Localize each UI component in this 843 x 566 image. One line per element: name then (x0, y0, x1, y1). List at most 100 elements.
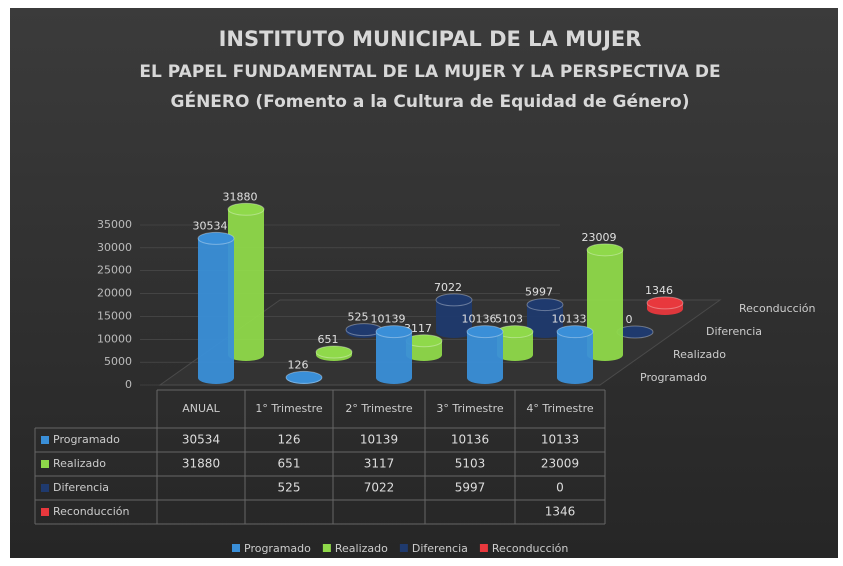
table-legend-key (41, 508, 49, 516)
y-tick-label: 30000 (97, 241, 132, 254)
data-label: 5103 (495, 313, 523, 326)
chart-title: INSTITUTO MUNICIPAL DE LA MUJER (219, 27, 642, 51)
data-label: 10139 (371, 313, 406, 326)
data-label: 126 (288, 358, 309, 371)
y-tick-label: 5000 (104, 355, 132, 368)
table-cell: 5103 (455, 457, 486, 471)
table-cell: 0 (556, 481, 564, 495)
chart-background (10, 8, 838, 558)
data-label: 31880 (223, 190, 258, 203)
cylinder (405, 334, 443, 361)
table-cell: 5997 (455, 481, 486, 495)
depth-axis-label: Reconducción (739, 302, 816, 315)
data-label: 0 (626, 313, 633, 326)
cylinder-top (435, 293, 473, 307)
table-legend-key (41, 484, 49, 492)
depth-axis-label: Realizado (673, 348, 726, 361)
table-cell: 525 (278, 481, 301, 495)
data-label: 651 (318, 333, 339, 346)
legend-label: Realizado (335, 542, 388, 555)
data-label: 23009 (582, 231, 617, 244)
x-tick-label: 2° Trimestre (345, 402, 412, 415)
cylinder-body (376, 331, 412, 384)
legend-label: Reconducción (492, 542, 569, 555)
cylinder (345, 323, 383, 338)
cylinder-top (466, 325, 504, 339)
legend-key (232, 544, 240, 552)
table-cell: 10139 (360, 433, 398, 447)
cylinder-body (228, 209, 264, 361)
table-cell: 651 (278, 457, 301, 471)
cylinder (375, 325, 413, 384)
data-label: 1346 (645, 284, 673, 297)
cylinder (227, 202, 265, 361)
x-tick-label: ANUAL (182, 402, 220, 415)
x-tick-label: 4° Trimestre (526, 402, 593, 415)
cylinder-body (467, 331, 503, 384)
legend-key (399, 544, 408, 552)
data-label: 30534 (193, 219, 228, 232)
table-cell: 10133 (541, 433, 579, 447)
depth-axis-label: Diferencia (706, 325, 762, 338)
legend-label: Diferencia (412, 542, 468, 555)
cylinder (616, 325, 654, 339)
data-label: 7022 (434, 281, 462, 294)
cylinder-top (526, 298, 564, 312)
table-row-label: Reconducción (53, 505, 130, 518)
cylinder-body (527, 304, 563, 338)
legend-key (322, 544, 331, 552)
table-row-label: Diferencia (53, 481, 109, 494)
cylinder (285, 370, 323, 384)
y-tick-label: 10000 (97, 332, 132, 345)
x-tick-label: 1° Trimestre (255, 402, 322, 415)
cylinder (315, 345, 353, 361)
cylinder (556, 325, 594, 384)
cylinder-top (556, 325, 594, 339)
table-cell: 126 (278, 433, 301, 447)
data-label: 5997 (525, 286, 553, 299)
data-label: 525 (348, 311, 369, 324)
cylinder-top (586, 243, 624, 257)
table-cell: 10136 (451, 433, 489, 447)
table-legend-key (41, 436, 49, 444)
cylinder (646, 296, 684, 315)
cylinder (586, 243, 624, 361)
table-legend-key (41, 460, 49, 468)
cylinder-body (198, 238, 234, 384)
cylinder (526, 298, 564, 338)
cylinder-top (646, 296, 684, 310)
table-cell: 31880 (182, 457, 220, 471)
y-tick-label: 15000 (97, 309, 132, 322)
y-tick-label: 25000 (97, 264, 132, 277)
table-row-label: Programado (53, 433, 120, 446)
cylinder-top (375, 325, 413, 339)
depth-axis-label: Programado (640, 371, 707, 384)
cylinder (496, 325, 534, 361)
chart-subtitle: GÉNERO (Fomento a la Cultura de Equidad … (171, 90, 690, 112)
table-cell: 30534 (182, 433, 220, 447)
y-tick-label: 35000 (97, 218, 132, 231)
cylinder (197, 231, 235, 384)
x-tick-label: 3° Trimestre (436, 402, 503, 415)
table-cell: 7022 (364, 481, 395, 495)
cylinder (435, 293, 473, 338)
cylinder-body (557, 331, 593, 384)
cylinder-top (315, 345, 353, 359)
table-row-label: Realizado (53, 457, 106, 470)
cylinder-body (436, 299, 472, 338)
cylinder-top (285, 370, 323, 384)
y-tick-label: 0 (125, 378, 132, 391)
chart-subtitle: EL PAPEL FUNDAMENTAL DE LA MUJER Y LA PE… (139, 62, 720, 82)
legend-label: Programado (244, 542, 311, 555)
data-label: 10136 (462, 313, 497, 326)
legend-key (479, 544, 488, 552)
cylinder-top (227, 202, 265, 216)
table-cell: 1346 (545, 505, 576, 519)
y-tick-label: 20000 (97, 287, 132, 300)
cylinder-top (197, 231, 235, 245)
table-cell: 3117 (364, 457, 395, 471)
table-cell: 23009 (541, 457, 579, 471)
data-label: 10133 (552, 313, 587, 326)
cylinder-body (497, 331, 533, 361)
